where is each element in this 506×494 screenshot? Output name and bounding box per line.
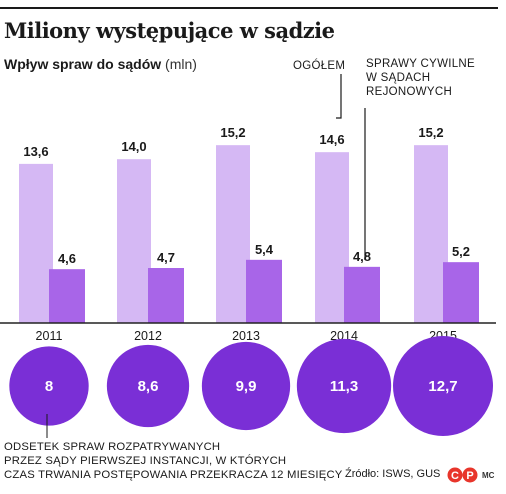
bar-total-value: 15,2 [418,125,443,140]
bar-total-value: 15,2 [220,125,245,140]
bar-civil [246,259,282,323]
footnote: ODSETEK SPRAW ROZPATRYWANYCH PRZEZ SĄDY … [4,440,343,482]
bar-total [414,145,448,323]
footnote-line-1: ODSETEK SPRAW ROZPATRYWANYCH [4,441,221,453]
bar-civil-value: 5,2 [452,244,470,259]
bar-total [315,152,349,323]
svg-text:C: C [451,470,459,482]
bar-total [216,145,250,323]
bubble-value: 9,9 [236,378,257,395]
legend-civil-line-2: W SĄDACH [366,72,431,84]
bar-civil-value: 5,4 [255,242,274,257]
chart-subtitle: Wpływ spraw do sądów (mln) [4,56,197,72]
bubble [393,336,493,436]
subtitle-unit: (mln) [165,56,197,72]
bar-civil [443,262,479,323]
top-rule [0,7,498,9]
legend-civil-line-1: SPRAWY CYWILNE [366,58,475,70]
bubble [296,338,392,434]
bar-total [117,159,151,323]
bar-civil [148,268,184,323]
bubble [201,341,291,431]
x-tick-label: 2011 [36,329,63,343]
footnote-line-2: PRZEZ SĄDY PIERWSZEJ INSTANCJI, W KTÓRYC… [4,455,287,467]
bar-total-value: 14,0 [121,139,146,154]
bubble-value: 8,6 [138,378,159,395]
subtitle-text: Wpływ spraw do sądów [4,56,162,72]
legend-civil-line-3: REJONOWYCH [366,86,453,98]
bubble-value: 8 [45,378,53,395]
bar-civil [49,269,85,323]
bar-civil [344,266,380,323]
bar-total-value: 14,6 [319,132,344,147]
legend-total-label: OGÓŁEM [293,60,346,72]
legend-total-leader [336,74,342,119]
bar-total [19,163,53,323]
author-initials: MC [482,471,495,480]
footnote-line-3: CZAS TRWANIA POSTĘPOWANIA PRZEKRACZA 12 … [4,469,343,481]
bar-civil-value: 4,7 [157,250,175,265]
bar-total-value: 13,6 [23,144,48,159]
bar-civil-value: 4,8 [353,249,371,264]
bubble-value: 12,7 [428,378,457,395]
bubble [106,344,190,428]
source-note: Źródło: ISWS, GUS [345,468,441,480]
bubble-value: 11,3 [330,378,358,395]
bar-civil-value: 4,6 [58,251,76,266]
x-tick-label: 2013 [232,329,260,343]
bubble [9,346,89,426]
x-tick-label: 2012 [134,329,162,343]
publisher-logo-icon: C P [447,467,478,483]
page-title: Miliony występujące w sądzie [4,18,335,43]
svg-text:P: P [466,470,473,482]
legend-civil-label: SPRAWY CYWILNE W SĄDACH REJONOWYCH [366,57,475,99]
